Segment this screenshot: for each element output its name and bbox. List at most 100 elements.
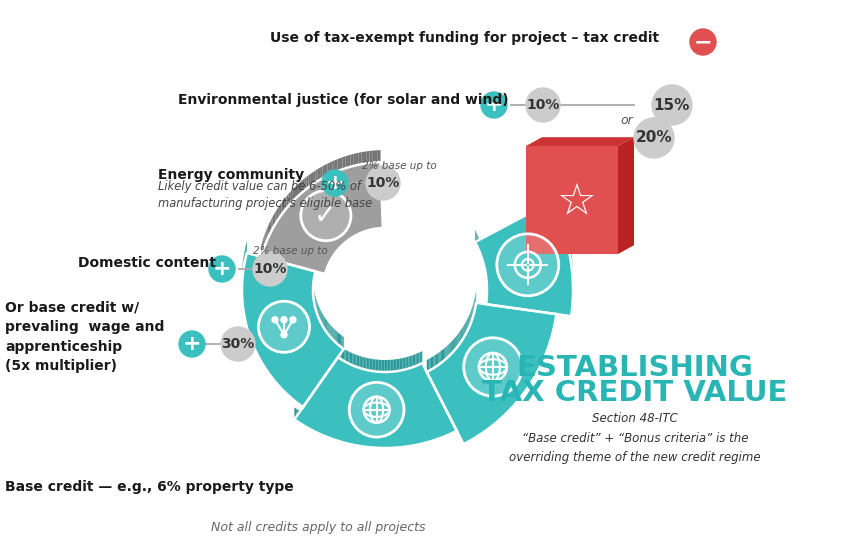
Polygon shape: [530, 370, 531, 385]
Polygon shape: [364, 152, 366, 164]
Polygon shape: [347, 351, 348, 363]
Polygon shape: [341, 347, 342, 360]
Polygon shape: [421, 351, 422, 364]
Polygon shape: [373, 217, 375, 229]
Polygon shape: [411, 355, 412, 368]
Polygon shape: [353, 433, 355, 445]
Polygon shape: [275, 210, 277, 224]
Polygon shape: [283, 378, 285, 392]
Polygon shape: [254, 337, 256, 351]
Circle shape: [281, 317, 287, 323]
Polygon shape: [527, 375, 528, 389]
Polygon shape: [344, 231, 345, 244]
Polygon shape: [454, 419, 456, 432]
Polygon shape: [408, 356, 410, 368]
Polygon shape: [349, 227, 350, 239]
Polygon shape: [366, 151, 370, 163]
Polygon shape: [407, 357, 408, 369]
Polygon shape: [367, 219, 368, 231]
Polygon shape: [294, 407, 297, 421]
Polygon shape: [354, 354, 355, 366]
Polygon shape: [286, 194, 288, 208]
Polygon shape: [294, 357, 456, 448]
Polygon shape: [287, 382, 289, 396]
Polygon shape: [304, 414, 307, 427]
Polygon shape: [505, 401, 507, 415]
Polygon shape: [343, 156, 345, 169]
Polygon shape: [322, 165, 325, 178]
Polygon shape: [535, 363, 536, 378]
Circle shape: [349, 382, 404, 437]
Text: Use of tax-exempt funding for project – tax credit: Use of tax-exempt funding for project – …: [270, 31, 659, 45]
Polygon shape: [458, 332, 460, 345]
Polygon shape: [442, 349, 443, 362]
Polygon shape: [437, 353, 439, 366]
Text: Domestic content: Domestic content: [78, 256, 216, 270]
Circle shape: [258, 301, 309, 352]
Polygon shape: [325, 164, 327, 177]
Polygon shape: [251, 328, 252, 343]
Polygon shape: [420, 352, 421, 365]
Polygon shape: [522, 382, 524, 396]
Polygon shape: [290, 190, 292, 204]
Polygon shape: [395, 359, 397, 371]
Circle shape: [481, 92, 507, 118]
Circle shape: [209, 256, 235, 282]
Polygon shape: [370, 217, 371, 230]
Polygon shape: [457, 333, 458, 346]
Polygon shape: [450, 341, 452, 354]
Polygon shape: [427, 303, 556, 444]
Polygon shape: [252, 331, 253, 346]
Polygon shape: [368, 358, 370, 371]
Polygon shape: [377, 150, 381, 162]
Polygon shape: [410, 434, 413, 446]
Polygon shape: [277, 207, 278, 222]
Text: 2% base up to: 2% base up to: [362, 161, 437, 171]
Polygon shape: [361, 356, 362, 369]
Polygon shape: [370, 435, 372, 447]
Polygon shape: [401, 358, 402, 371]
Polygon shape: [483, 419, 485, 433]
Polygon shape: [293, 388, 296, 402]
Polygon shape: [526, 137, 634, 146]
Circle shape: [322, 170, 348, 196]
Polygon shape: [331, 325, 332, 338]
Text: 15%: 15%: [654, 98, 690, 113]
Polygon shape: [543, 345, 544, 360]
Polygon shape: [364, 357, 366, 369]
Polygon shape: [294, 186, 296, 200]
Polygon shape: [394, 360, 395, 372]
Polygon shape: [444, 424, 446, 437]
Polygon shape: [268, 360, 269, 374]
Polygon shape: [340, 234, 341, 248]
Polygon shape: [281, 200, 283, 215]
Polygon shape: [380, 360, 382, 372]
Polygon shape: [249, 323, 250, 338]
Circle shape: [301, 191, 351, 240]
Circle shape: [497, 234, 558, 296]
Polygon shape: [348, 351, 349, 364]
Polygon shape: [374, 359, 376, 372]
Polygon shape: [393, 436, 396, 448]
Polygon shape: [436, 354, 437, 367]
Polygon shape: [351, 352, 353, 365]
Polygon shape: [382, 216, 383, 228]
Polygon shape: [418, 352, 420, 365]
Text: Environmental justice (for solar and wind): Environmental justice (for solar and win…: [178, 93, 508, 107]
Polygon shape: [552, 193, 553, 207]
Text: ✓: ✓: [314, 201, 337, 229]
Polygon shape: [384, 360, 386, 372]
Polygon shape: [341, 233, 342, 247]
Polygon shape: [366, 219, 367, 231]
Polygon shape: [372, 359, 374, 371]
Text: ☆: ☆: [556, 182, 596, 225]
Circle shape: [221, 327, 255, 361]
Polygon shape: [302, 412, 304, 425]
Text: ESTABLISHING: ESTABLISHING: [517, 354, 753, 382]
Polygon shape: [370, 150, 372, 163]
Circle shape: [272, 317, 278, 323]
Circle shape: [179, 331, 205, 357]
Polygon shape: [396, 435, 399, 447]
Polygon shape: [258, 345, 260, 359]
Polygon shape: [273, 367, 275, 381]
